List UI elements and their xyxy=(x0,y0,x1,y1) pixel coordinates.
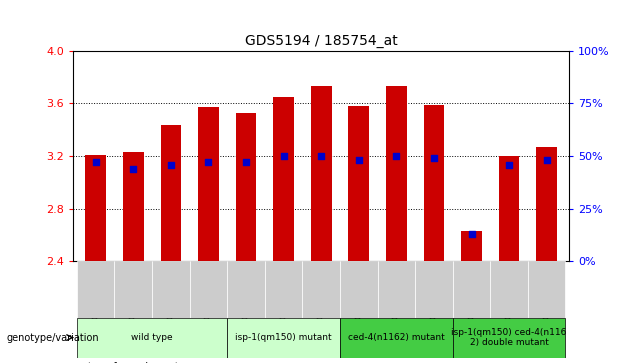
Point xyxy=(279,153,289,159)
Bar xyxy=(415,261,453,318)
Bar xyxy=(190,261,227,318)
Point xyxy=(90,159,100,165)
Text: wild type: wild type xyxy=(131,333,173,342)
Point xyxy=(316,153,326,159)
Bar xyxy=(198,107,219,261)
Point xyxy=(166,162,176,167)
Bar xyxy=(114,261,152,318)
Bar xyxy=(152,261,190,318)
Bar xyxy=(227,261,265,318)
Point xyxy=(504,162,514,167)
Point xyxy=(466,231,476,237)
Point xyxy=(429,155,439,161)
Point xyxy=(204,159,214,165)
Text: genotype/variation: genotype/variation xyxy=(6,333,99,343)
Text: isp-1(qm150) mutant: isp-1(qm150) mutant xyxy=(235,333,332,342)
Bar xyxy=(160,125,181,261)
Bar xyxy=(227,318,340,358)
Point xyxy=(241,159,251,165)
Point xyxy=(391,153,401,159)
Bar xyxy=(340,261,378,318)
Point xyxy=(354,158,364,163)
Bar xyxy=(490,261,528,318)
Bar xyxy=(386,86,406,261)
Bar xyxy=(311,86,331,261)
Bar xyxy=(528,261,565,318)
Bar xyxy=(236,113,256,261)
Bar xyxy=(378,261,415,318)
Text: isp-1(qm150) ced-4(n116
2) double mutant: isp-1(qm150) ced-4(n116 2) double mutant xyxy=(452,328,567,347)
Bar xyxy=(461,231,482,261)
Bar xyxy=(499,156,520,261)
Title: GDS5194 / 185754_at: GDS5194 / 185754_at xyxy=(245,34,398,48)
Bar xyxy=(85,155,106,261)
Point xyxy=(542,158,552,163)
Point xyxy=(128,166,139,172)
Bar xyxy=(453,261,490,318)
Bar xyxy=(123,152,144,261)
Bar xyxy=(265,261,302,318)
Bar xyxy=(536,147,557,261)
Bar xyxy=(424,105,445,261)
Bar xyxy=(77,318,227,358)
Bar xyxy=(453,318,565,358)
Bar xyxy=(340,318,453,358)
Text: transformed count: transformed count xyxy=(88,362,179,363)
Text: ced-4(n1162) mutant: ced-4(n1162) mutant xyxy=(348,333,445,342)
Bar xyxy=(77,261,114,318)
Bar xyxy=(349,106,369,261)
Bar xyxy=(302,261,340,318)
Bar xyxy=(273,97,294,261)
